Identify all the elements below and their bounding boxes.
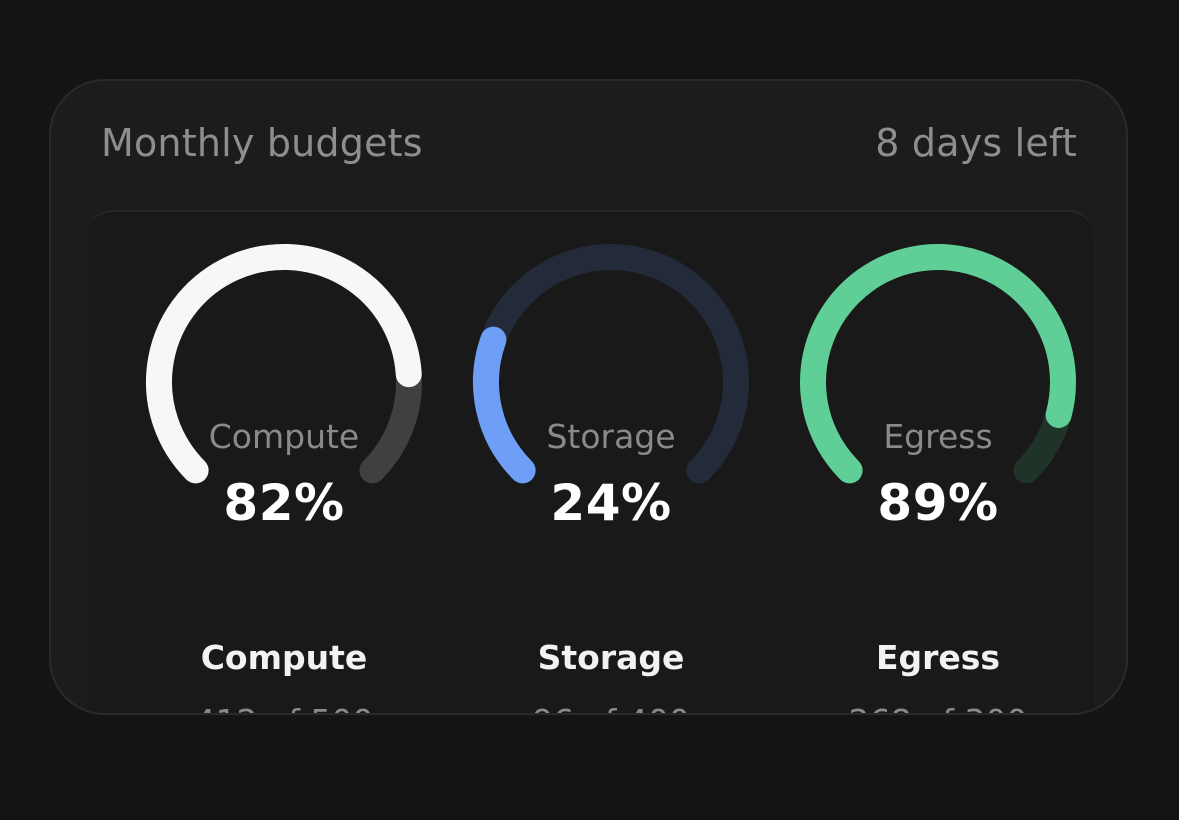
gauge-compute-progress: [146, 244, 422, 484]
gauge-egress-progress: [800, 244, 1076, 484]
budgets-card: Monthly budgets 8 days left Compute 82% …: [49, 79, 1128, 715]
gauge-compute-inner-label: Compute: [208, 417, 360, 456]
gauge-storage-percent: 24%: [550, 474, 672, 532]
gauge-storage-inner-label: Storage: [546, 417, 676, 456]
gauge-egress-name: Egress: [875, 638, 1001, 677]
gauge-egress-percent: 89%: [877, 474, 999, 532]
gauge-storage-ring: [473, 244, 749, 484]
gauge-storage-progress: [473, 326, 536, 484]
card-header: Monthly budgets 8 days left: [51, 81, 1126, 211]
days-left-label: 8 days left: [875, 121, 1077, 165]
gauge-egress: Egress 89% Egress 268 of 300: [773, 212, 1103, 713]
gauge-compute-ring: [146, 244, 422, 484]
card-body: Compute 82% Compute 412 of 500 Storage 2…: [87, 210, 1094, 713]
gauge-compute-percent: 82%: [223, 474, 345, 532]
gauge-compute-usage: 412 of 500: [119, 702, 449, 713]
card-title: Monthly budgets: [101, 121, 423, 165]
gauge-compute-name: Compute: [200, 638, 368, 677]
gauge-storage-name: Storage: [537, 638, 685, 677]
gauge-egress-ring: [800, 244, 1076, 484]
gauge-egress-usage: 268 of 300: [773, 702, 1103, 713]
gauge-storage-usage: 96 of 400: [446, 702, 776, 713]
gauge-storage: Storage 24% Storage 96 of 400: [446, 212, 776, 713]
gauge-egress-inner-label: Egress: [883, 417, 993, 456]
gauge-compute: Compute 82% Compute 412 of 500: [119, 212, 449, 713]
gauges-row: Compute 82% Compute 412 of 500 Storage 2…: [87, 212, 1094, 713]
